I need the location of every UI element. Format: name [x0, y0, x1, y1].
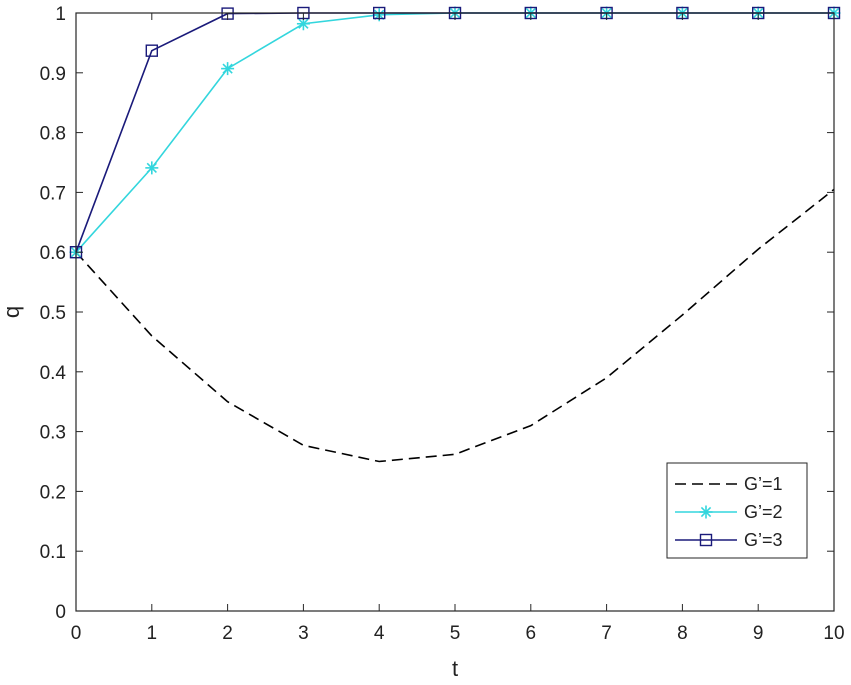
y-tick-label: 0.5: [40, 303, 66, 324]
x-tick-label: 4: [374, 623, 385, 644]
y-tick-label: 0.2: [40, 482, 66, 503]
legend-marker: [699, 533, 713, 547]
legend-box: [666, 462, 808, 559]
x-tick-label: 3: [298, 623, 309, 644]
x-tick-label: 0: [71, 623, 82, 644]
legend: G’=1 G’=2 G’=3: [666, 462, 808, 559]
x-tick-label: 5: [450, 623, 461, 644]
x-tick-label: 1: [147, 623, 158, 644]
data-point: [221, 62, 235, 76]
y-tick-label: 0.1: [40, 542, 66, 563]
series-line-1: [75, 188, 835, 463]
x-tick-label: 7: [601, 623, 612, 644]
data-point: [145, 161, 159, 175]
legend-label: G’=1: [744, 474, 783, 494]
y-axis-label: q: [0, 306, 24, 318]
y-tick-label: 0.9: [40, 64, 66, 85]
y-tick-label: 0.3: [40, 423, 66, 444]
y-tick-label: 0.6: [40, 243, 66, 264]
x-tick-label: 6: [526, 623, 537, 644]
x-axis-label: t: [452, 656, 458, 681]
x-tick-label: 10: [823, 623, 844, 644]
y-tick-label: 1: [55, 4, 66, 25]
x-tick-label: 8: [677, 623, 688, 644]
x-tick-label: 2: [222, 623, 233, 644]
x-tick-label: 9: [753, 623, 764, 644]
y-tick-label: 0.4: [40, 363, 67, 384]
legend-label: G’=2: [744, 502, 783, 522]
legend-marker: [699, 505, 713, 519]
data-point: [145, 44, 159, 57]
y-tick-label: 0: [55, 602, 66, 623]
y-tick-label: 0.7: [40, 183, 66, 204]
legend-label: G’=3: [744, 530, 783, 550]
y-tick-label: 0.8: [40, 124, 66, 145]
